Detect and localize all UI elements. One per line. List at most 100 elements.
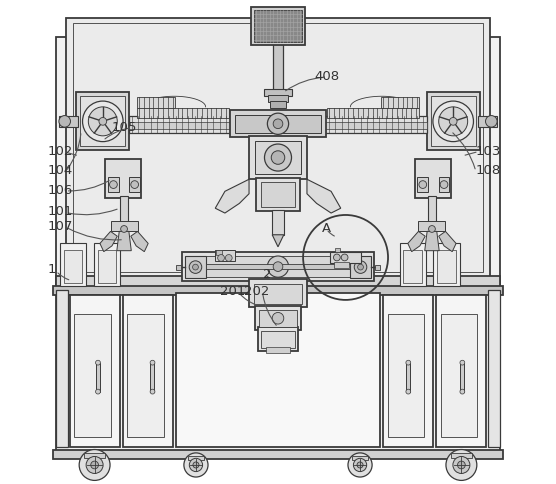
Circle shape: [271, 151, 285, 164]
Polygon shape: [131, 231, 148, 252]
Circle shape: [110, 181, 117, 188]
Circle shape: [96, 389, 101, 394]
Bar: [261, 331, 295, 348]
Circle shape: [433, 101, 474, 142]
Bar: [127, 315, 163, 438]
Text: 106: 106: [47, 184, 73, 197]
Bar: [350, 257, 371, 278]
Bar: [115, 225, 133, 231]
Bar: [137, 97, 175, 108]
Bar: [258, 327, 298, 350]
Bar: [266, 347, 290, 353]
Bar: [419, 221, 445, 231]
Circle shape: [79, 450, 110, 481]
Bar: [108, 177, 119, 192]
Polygon shape: [215, 179, 249, 213]
Bar: [76, 92, 130, 151]
Bar: [418, 177, 428, 192]
Bar: [388, 315, 424, 438]
Circle shape: [446, 450, 477, 481]
Bar: [97, 250, 116, 283]
Text: 107: 107: [47, 220, 73, 233]
Bar: [53, 287, 503, 295]
Circle shape: [99, 118, 107, 125]
Bar: [320, 116, 426, 134]
Bar: [130, 122, 236, 129]
Bar: [56, 290, 68, 447]
Bar: [436, 295, 486, 447]
Text: 108: 108: [476, 165, 501, 178]
Text: A: A: [321, 222, 331, 235]
Circle shape: [341, 254, 348, 261]
Bar: [415, 159, 451, 197]
Circle shape: [192, 264, 198, 270]
Bar: [137, 108, 229, 119]
Circle shape: [348, 453, 372, 477]
Circle shape: [453, 456, 470, 473]
Bar: [96, 363, 100, 392]
Bar: [230, 110, 326, 137]
Text: 105: 105: [112, 121, 137, 134]
Bar: [330, 252, 361, 263]
Circle shape: [334, 254, 340, 261]
Bar: [259, 310, 297, 327]
Bar: [327, 108, 419, 119]
Bar: [381, 97, 419, 108]
Circle shape: [439, 107, 468, 136]
Bar: [433, 243, 460, 287]
Bar: [254, 10, 302, 42]
Circle shape: [193, 462, 199, 468]
Bar: [255, 306, 301, 330]
Circle shape: [189, 261, 202, 273]
Text: 1: 1: [47, 263, 56, 276]
Bar: [488, 290, 500, 447]
Text: 104: 104: [47, 165, 73, 178]
Circle shape: [82, 101, 123, 142]
Bar: [75, 315, 111, 438]
Circle shape: [354, 261, 367, 273]
Bar: [123, 295, 173, 447]
Bar: [182, 252, 374, 281]
Bar: [93, 243, 120, 287]
Circle shape: [121, 226, 127, 232]
Bar: [185, 257, 206, 278]
Circle shape: [267, 256, 289, 277]
Bar: [450, 454, 472, 458]
Circle shape: [265, 144, 291, 171]
Bar: [130, 177, 140, 192]
Bar: [426, 92, 480, 151]
Bar: [261, 182, 295, 207]
Bar: [375, 265, 380, 270]
Bar: [430, 96, 476, 147]
Bar: [150, 363, 155, 392]
Bar: [66, 17, 490, 278]
Bar: [249, 279, 307, 307]
Bar: [176, 265, 181, 270]
Text: 102: 102: [47, 145, 73, 158]
Bar: [80, 96, 126, 147]
Circle shape: [91, 461, 98, 469]
Circle shape: [358, 264, 364, 270]
Text: 201: 201: [220, 285, 245, 298]
Circle shape: [150, 360, 155, 365]
Bar: [84, 454, 106, 458]
Circle shape: [357, 462, 363, 468]
Bar: [60, 243, 86, 287]
Polygon shape: [307, 179, 341, 213]
Bar: [130, 116, 236, 134]
Circle shape: [272, 313, 284, 324]
Circle shape: [449, 118, 457, 125]
Bar: [256, 178, 300, 211]
Bar: [320, 122, 426, 129]
Circle shape: [406, 360, 411, 365]
Bar: [268, 95, 288, 102]
Bar: [53, 450, 503, 459]
Circle shape: [184, 453, 208, 477]
Circle shape: [59, 116, 71, 127]
Bar: [351, 456, 369, 459]
Polygon shape: [272, 235, 284, 247]
Circle shape: [460, 360, 465, 365]
Bar: [186, 257, 370, 277]
Bar: [400, 243, 426, 287]
Bar: [59, 116, 78, 127]
